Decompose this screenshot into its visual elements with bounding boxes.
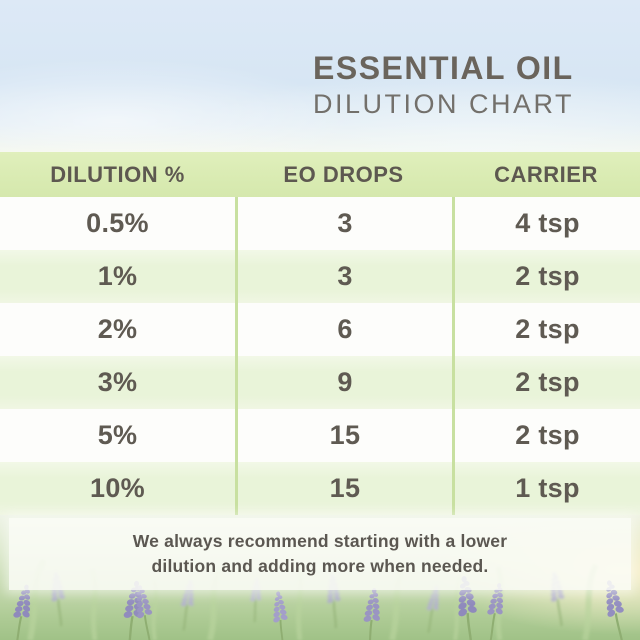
dilution-percent-cell: 1% — [97, 261, 138, 291]
table-row: 10% 15 1 tsp — [0, 462, 640, 515]
page-title: ESSENTIAL OIL — [313, 50, 574, 86]
eo-drops-cell: 15 — [235, 462, 452, 515]
dilution-percent-cell: 2% — [97, 314, 138, 344]
header-eo-drops: EO DROPS — [283, 161, 404, 187]
table-row: 3% 9 2 tsp — [0, 356, 640, 409]
carrier-cell: 2 tsp — [452, 250, 640, 303]
carrier-cell: 2 tsp — [452, 356, 640, 409]
carrier-cell: 2 tsp — [452, 409, 640, 462]
footer-note: We always recommend starting with a lowe… — [132, 530, 508, 576]
header-carrier: CARRIER — [494, 161, 598, 187]
header-dilution-percent: DILUTION % — [50, 161, 185, 187]
carrier-cell: 1 tsp — [452, 462, 640, 515]
eo-drops-cell: 3 — [235, 197, 452, 250]
lavender-illustration — [5, 558, 634, 640]
eo-drops-cell: 15 — [235, 409, 452, 462]
dilution-table: DILUTION % EO DROPS CARRIER 0.5% 3 4 tsp 1%… — [0, 152, 640, 515]
eo-drops-cell: 9 — [235, 356, 452, 409]
sky-background: ESSENTIAL OIL DILUTION CHART — [0, 0, 640, 152]
dilution-percent-cell: 10% — [90, 473, 145, 503]
table-body: 0.5% 3 4 tsp 1% 3 2 tsp 2% 6 2 tsp 3% 9 2 tsp 5% 15 2 … — [0, 197, 640, 515]
table-header-row: DILUTION % EO DROPS CARRIER — [0, 152, 640, 197]
title-block: ESSENTIAL OIL DILUTION CHART — [313, 52, 574, 118]
eo-drops-cell: 6 — [235, 303, 452, 356]
carrier-cell: 2 tsp — [452, 303, 640, 356]
table-row: 0.5% 3 4 tsp — [0, 197, 640, 250]
dilution-percent-cell: 5% — [97, 420, 138, 450]
table-row: 5% 15 2 tsp — [0, 409, 640, 462]
table-row: 2% 6 2 tsp — [0, 303, 640, 356]
carrier-cell: 4 tsp — [452, 197, 640, 250]
footer-note-panel: We always recommend starting with a lowe… — [9, 518, 631, 590]
dilution-percent-cell: 3% — [97, 367, 138, 397]
eo-drops-cell: 3 — [235, 250, 452, 303]
table-row: 1% 3 2 tsp — [0, 250, 640, 303]
page-subtitle: DILUTION CHART — [313, 89, 575, 119]
dilution-percent-cell: 0.5% — [86, 208, 149, 238]
lavender-field-image: We always recommend starting with a lowe… — [0, 515, 640, 640]
